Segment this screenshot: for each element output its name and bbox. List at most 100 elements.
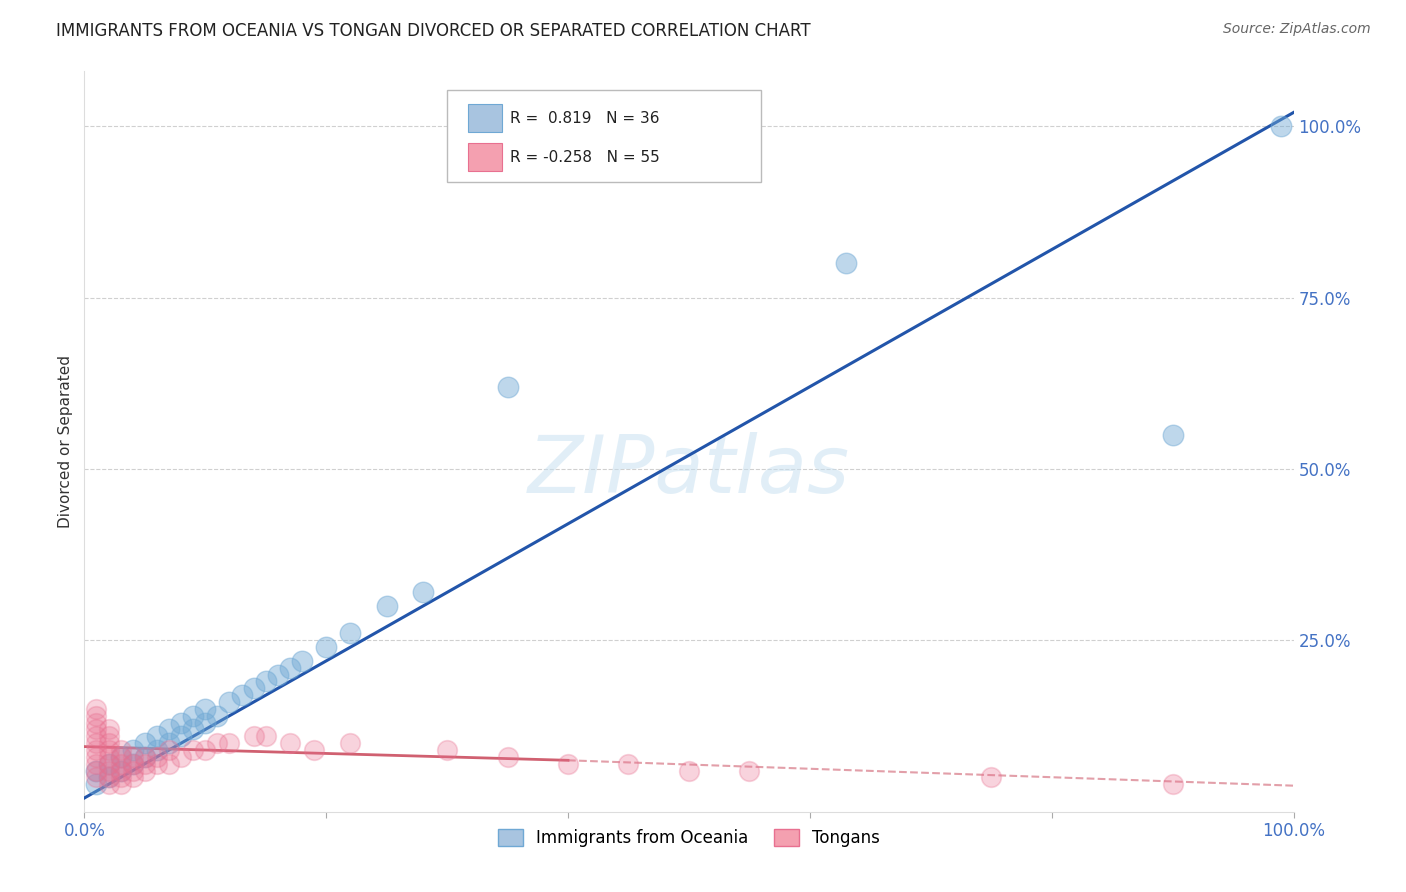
Point: [835, 256, 858, 270]
Point: [170, 729, 193, 743]
Point: [86, 756, 108, 771]
Point: [86, 743, 108, 757]
Point: [110, 756, 132, 771]
Point: [242, 681, 264, 696]
Point: [146, 729, 169, 743]
Point: [86, 750, 108, 764]
Point: [110, 764, 132, 778]
Point: [170, 750, 193, 764]
Point: [86, 723, 108, 737]
Point: [97, 756, 120, 771]
Text: R =  0.819   N = 36: R = 0.819 N = 36: [510, 111, 659, 126]
Point: [1161, 427, 1184, 442]
Point: [181, 743, 204, 757]
Point: [146, 756, 169, 771]
Point: [110, 777, 132, 791]
Point: [157, 736, 180, 750]
Point: [170, 715, 193, 730]
Point: [315, 640, 337, 655]
Point: [97, 764, 120, 778]
Point: [97, 743, 120, 757]
Point: [86, 777, 108, 791]
Point: [181, 723, 204, 737]
Point: [194, 715, 217, 730]
Text: IMMIGRANTS FROM OCEANIA VS TONGAN DIVORCED OR SEPARATED CORRELATION CHART: IMMIGRANTS FROM OCEANIA VS TONGAN DIVORC…: [56, 22, 811, 40]
Point: [207, 736, 229, 750]
Point: [157, 723, 180, 737]
Point: [121, 743, 143, 757]
Point: [134, 750, 156, 764]
Point: [97, 777, 120, 791]
Point: [97, 723, 120, 737]
Point: [110, 764, 132, 778]
Text: Source: ZipAtlas.com: Source: ZipAtlas.com: [1223, 22, 1371, 37]
Point: [207, 708, 229, 723]
Point: [302, 743, 325, 757]
Point: [278, 661, 301, 675]
Point: [86, 764, 108, 778]
Point: [980, 771, 1002, 785]
Point: [110, 771, 132, 785]
Point: [121, 750, 143, 764]
Point: [86, 771, 108, 785]
Point: [412, 585, 434, 599]
Point: [134, 756, 156, 771]
Point: [86, 736, 108, 750]
Point: [678, 764, 700, 778]
Point: [97, 729, 120, 743]
Point: [121, 756, 143, 771]
Point: [218, 736, 240, 750]
Point: [181, 708, 204, 723]
Point: [339, 736, 361, 750]
Point: [254, 729, 277, 743]
Point: [121, 771, 143, 785]
Point: [86, 702, 108, 716]
Point: [436, 743, 458, 757]
Point: [1161, 777, 1184, 791]
Point: [496, 380, 519, 394]
Y-axis label: Divorced or Separated: Divorced or Separated: [58, 355, 73, 528]
Point: [157, 756, 180, 771]
Point: [97, 771, 120, 785]
Legend: Immigrants from Oceania, Tongans: Immigrants from Oceania, Tongans: [489, 821, 889, 855]
Point: [110, 743, 132, 757]
Point: [121, 764, 143, 778]
Point: [86, 715, 108, 730]
Point: [86, 708, 108, 723]
Point: [146, 750, 169, 764]
Point: [194, 702, 217, 716]
Point: [146, 743, 169, 757]
Point: [134, 764, 156, 778]
Point: [110, 750, 132, 764]
Point: [267, 667, 290, 681]
Point: [218, 695, 240, 709]
Point: [1270, 119, 1292, 133]
Point: [97, 771, 120, 785]
Point: [738, 764, 761, 778]
Point: [121, 756, 143, 771]
Point: [134, 736, 156, 750]
Point: [97, 750, 120, 764]
Point: [291, 654, 314, 668]
Point: [86, 764, 108, 778]
Bar: [468, 104, 502, 132]
Point: [194, 743, 217, 757]
Text: ZIPatlas: ZIPatlas: [527, 432, 851, 510]
Point: [617, 756, 640, 771]
Point: [231, 688, 253, 702]
Point: [110, 750, 132, 764]
Point: [134, 750, 156, 764]
Point: [242, 729, 264, 743]
Point: [557, 756, 579, 771]
Point: [339, 626, 361, 640]
Point: [496, 750, 519, 764]
Point: [254, 674, 277, 689]
Point: [375, 599, 398, 613]
Text: R = -0.258   N = 55: R = -0.258 N = 55: [510, 150, 659, 165]
Point: [157, 743, 180, 757]
FancyBboxPatch shape: [447, 90, 762, 183]
Point: [278, 736, 301, 750]
Point: [97, 756, 120, 771]
Bar: [468, 144, 502, 171]
Point: [86, 729, 108, 743]
